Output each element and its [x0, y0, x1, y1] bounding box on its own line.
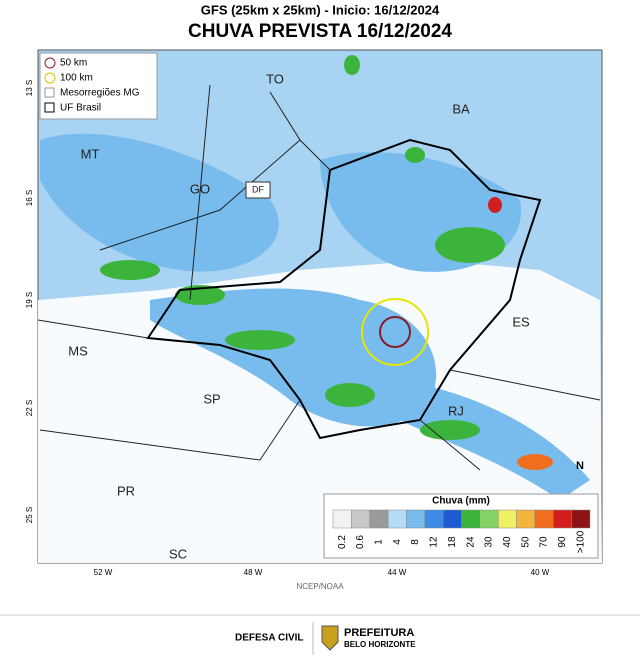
north-arrow: N — [576, 460, 584, 472]
legend-label: 18 — [447, 536, 458, 548]
legend-label: 90 — [557, 536, 568, 548]
lon-label: 48 W — [244, 568, 263, 577]
key-label: 100 km — [60, 73, 93, 84]
legend-swatch — [387, 509, 407, 529]
region-label: SP — [203, 391, 220, 406]
region-label: ES — [512, 314, 530, 329]
key-icon — [44, 72, 56, 84]
region-label: RJ — [448, 403, 464, 418]
lat-label: 16 S — [25, 190, 34, 206]
key-label: 50 km — [60, 58, 87, 69]
region-label: BA — [452, 101, 470, 116]
key-icon — [44, 57, 56, 69]
map-key — [39, 52, 158, 120]
legend-swatch — [332, 509, 352, 529]
legend-swatch — [553, 509, 572, 529]
legend-label: 30 — [484, 536, 495, 548]
lat-label: 22 S — [25, 400, 34, 416]
legend-label: 50 — [520, 536, 531, 548]
region-label: MT — [81, 146, 100, 161]
region-box — [245, 181, 271, 199]
legend-swatch — [571, 509, 591, 529]
legend-label: 0.2 — [337, 535, 348, 549]
lat-label: 19 S — [25, 292, 34, 308]
subtitle: GFS (25km x 25km) - Inicio: 16/12/2024 — [201, 2, 440, 17]
credit: NCEP/NOAA — [296, 582, 344, 591]
region-label: SC — [169, 546, 187, 561]
legend-swatch — [534, 509, 554, 529]
footer-city: BELO HORIZONTE — [344, 640, 416, 649]
title: CHUVA PREVISTA 16/12/2024 — [188, 21, 452, 42]
legend-label: 0.6 — [355, 535, 366, 549]
lat-label: 13 S — [25, 80, 34, 96]
legend-label: 12 — [429, 536, 440, 548]
legend-swatch — [406, 509, 426, 529]
legend-swatch — [369, 509, 389, 529]
legend-swatch — [351, 509, 370, 529]
legend-label: 70 — [539, 536, 550, 548]
legend-swatch — [424, 509, 444, 529]
logo — [321, 625, 339, 651]
key-label: UF Brasil — [60, 103, 101, 114]
legend-label: 8 — [410, 539, 421, 545]
key-icon — [44, 102, 55, 113]
region-label: PR — [117, 483, 135, 498]
legend-swatch — [497, 509, 517, 529]
legend-label: 24 — [465, 536, 476, 548]
legend-label: 40 — [502, 536, 513, 548]
lat-label: 25 S — [25, 507, 34, 523]
legend-label: >100 — [575, 530, 586, 553]
footer-org: PREFEITURA — [344, 627, 414, 639]
footer-agency: DEFESA CIVIL — [235, 633, 304, 644]
legend-label: 4 — [392, 539, 403, 545]
key-label: Mesorregiões MG — [60, 88, 140, 99]
legend-swatch — [516, 509, 536, 529]
lon-label: 40 W — [531, 568, 550, 577]
legend-swatch — [461, 509, 481, 529]
key-icon — [44, 87, 55, 98]
legend-title: Chuva (mm) — [432, 496, 490, 507]
region-label: TO — [266, 71, 284, 86]
region-label: GO — [190, 181, 210, 196]
legend-swatch — [479, 509, 499, 529]
region-label: DF — [252, 184, 264, 194]
lon-label: 52 W — [94, 568, 113, 577]
legend-swatch — [442, 509, 462, 529]
lon-label: 44 W — [388, 568, 407, 577]
legend-label: 1 — [374, 539, 385, 545]
map — [37, 49, 603, 564]
region-label: MS — [68, 343, 88, 358]
